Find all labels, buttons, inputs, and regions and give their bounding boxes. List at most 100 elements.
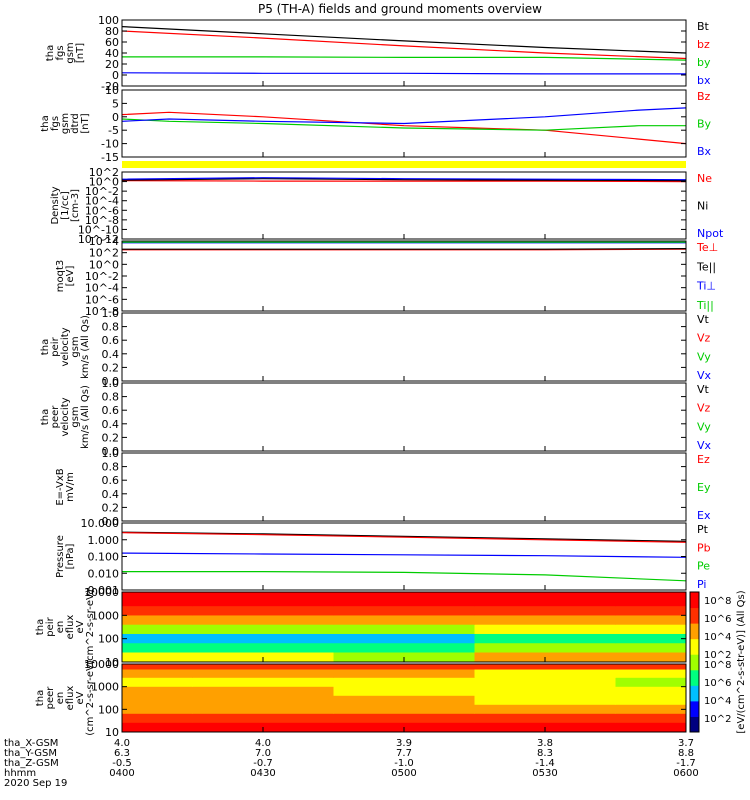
y-axis-label-line: moqt3 (55, 260, 66, 293)
x-tick-label: 0430 (250, 768, 275, 779)
heatmap-cell (192, 713, 334, 723)
y-tick-label: 0.4 (102, 418, 120, 431)
heatmap-cell (192, 633, 334, 644)
heatmap-cell (122, 597, 193, 607)
heatmap-cell (122, 633, 193, 644)
y-axis-label-line: eV (75, 691, 86, 704)
y-tick-label: 10^-12 (78, 233, 119, 246)
heatmap-cell (333, 605, 475, 616)
y-tick-label: 1.0 (102, 307, 120, 320)
heatmap-cell (615, 704, 687, 714)
series-By-line (121, 118, 686, 131)
y-axis-label-line: tha (40, 115, 51, 131)
heatmap-cell (122, 652, 193, 663)
panel-10: 10000 1000 100 10 tha peer en eflux eV (cm^2-s-sr… (35, 658, 687, 739)
y-axis-label: tha peer en eflux eV (cm^2-s-sr-eV) (35, 660, 96, 736)
y-tick-label: 0.6 (102, 404, 120, 417)
legend-label: by (697, 56, 711, 69)
legend-label: Vx (697, 439, 712, 452)
legend-label: Vt (697, 383, 710, 396)
ephemeris-row-label: tha_X-GSM (4, 738, 58, 749)
legend-label: Pe (697, 560, 710, 573)
x-tick-label: 0530 (532, 768, 557, 779)
y-tick-label: 1000 (91, 609, 119, 622)
heatmap-cell (474, 642, 616, 653)
colorbar-label: [eV/(cm^2-s-str-eV)] (All Qs) (736, 590, 747, 733)
legend-label: Ni (697, 200, 708, 213)
y-tick-label: 10^2 (89, 247, 119, 260)
y-tick-label: 10^-6 (85, 293, 119, 306)
energy-colorbar: 10^810^610^410^210^810^610^410^2 [eV/(cm^… (689, 590, 747, 734)
colorbar-tick-label: 10^4 (704, 696, 731, 707)
y-tick-label: 10^0 (89, 258, 119, 271)
y-tick-label: 20 (105, 58, 119, 71)
panel-9: 10000 1000 100 10 tha peir en eflux eV (cm^2-s-sr… (35, 586, 687, 669)
y-tick-label: 10^-8 (85, 214, 119, 227)
y-axis-label-line: tha (45, 45, 56, 61)
legend-label: Bx (697, 145, 712, 158)
series-Bz-line (121, 111, 687, 145)
colorbar-tick-label: 10^2 (704, 714, 731, 725)
y-axis-label-line: [nPa] (65, 543, 76, 569)
y-tick-label: 0.2 (102, 361, 120, 374)
heatmap-cell (192, 605, 334, 616)
y-axis-label-line: peer (45, 686, 56, 710)
y-axis-label: tha fgs gsm [nT] (45, 42, 86, 63)
y-axis-label-line: Pressure (55, 535, 66, 578)
heatmap-cell (474, 695, 616, 705)
y-tick-label: 1.000 (88, 534, 120, 547)
y-tick-label: 0.6 (102, 474, 120, 487)
y-tick-label: 10^0 (89, 176, 119, 189)
colorbar-swatch (690, 607, 699, 624)
ephemeris-row-label: tha_Z-GSM (4, 758, 59, 769)
heatmap-cell (474, 597, 616, 607)
heatmap-cell (333, 624, 475, 634)
ephemeris-value: 7.7 (396, 748, 412, 759)
ephemeris-value: 3.9 (396, 738, 412, 749)
y-axis-label-line: Density (50, 186, 61, 224)
y-tick-label: 100 (98, 633, 119, 646)
y-tick-label: 0.0 (102, 445, 120, 458)
heatmap-cell (122, 614, 193, 625)
legend-label: Vz (697, 332, 711, 345)
heatmap-cell (192, 669, 334, 678)
y-axis-label-line: [cm-3] (70, 189, 81, 222)
heatmap-cell (333, 677, 475, 687)
legend-label: Te⊥ (696, 241, 718, 254)
y-tick-label: 0.001 (88, 584, 120, 597)
panel-3: 10^210^010^-210^-410^-610^-810^-1010^-12… (50, 166, 724, 246)
legend-label: Ne (697, 172, 712, 185)
y-tick-label: 0 (112, 69, 119, 82)
y-tick-label: 0.100 (88, 551, 120, 564)
legend-label: Vy (697, 350, 711, 363)
heatmap-cell (192, 597, 334, 607)
colorbar-label-text: [eV/(cm^2-s-str-eV)] (All Qs) (736, 590, 747, 733)
legend-label: Npot (697, 227, 724, 240)
panel-frame (121, 19, 687, 87)
heatmap-cell (122, 695, 193, 705)
heatmap-cell (122, 686, 193, 696)
y-axis-label: Pressure [nPa] (55, 535, 76, 578)
y-tick-label: 0.0 (102, 375, 120, 388)
y-axis-label-line: tha (35, 619, 46, 635)
y-tick-label: 0.8 (102, 321, 120, 334)
y-tick-label: 0.0 (102, 515, 120, 528)
ephemeris-value: 7.0 (255, 748, 271, 759)
legend-label: Vy (697, 420, 711, 433)
y-axis-label-line: km/s (All Qs) (80, 385, 91, 449)
heatmap-cell (615, 614, 687, 625)
heatmap-cell (474, 677, 616, 687)
y-axis-label-line: en (55, 621, 66, 634)
heatmap-cell (192, 642, 334, 653)
heatmap-cell (122, 592, 193, 598)
panel-frame (121, 452, 687, 522)
legend-label: Ti⊥ (696, 280, 716, 293)
legend-label: Ez (697, 453, 710, 466)
y-axis-label-line: (cm^2-s-sr-eV) (85, 660, 96, 736)
y-tick-label: -5 (108, 124, 119, 137)
series-Pt-line (121, 531, 687, 542)
